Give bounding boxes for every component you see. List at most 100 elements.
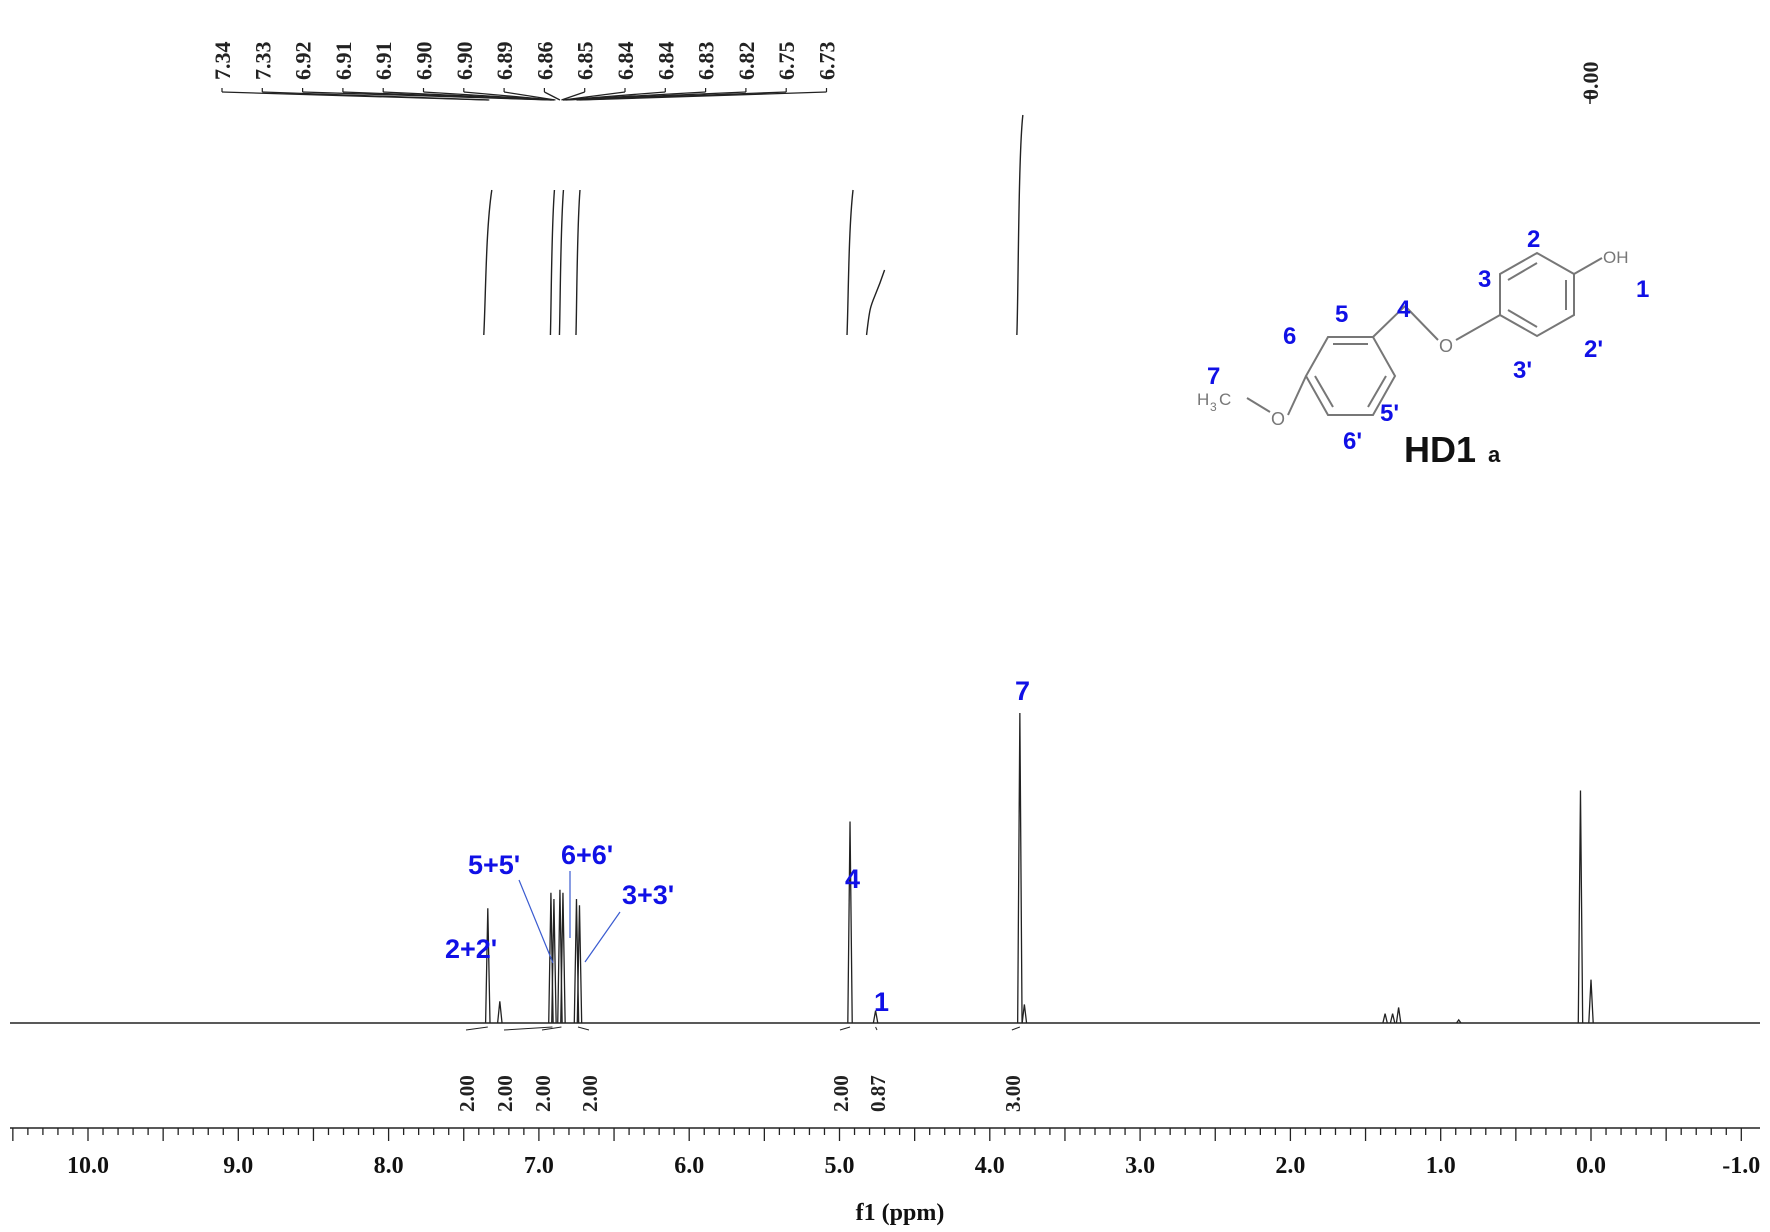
spectrum-peak [1021, 1004, 1028, 1024]
assignment-leader-line [518, 879, 554, 964]
methyl-label-c: C [1219, 390, 1231, 409]
spectrum-peak [1382, 1013, 1388, 1024]
spectrum-peak [847, 821, 853, 1024]
integral-curve [549, 189, 556, 336]
methyl-label-subscript: 3 [1210, 400, 1217, 414]
spectrum-peak [1456, 1018, 1462, 1024]
spectrum-peak [496, 1001, 503, 1024]
hydroxyl-label: OH [1603, 248, 1629, 267]
peak-label-connector [579, 91, 827, 101]
integral-curve [846, 189, 854, 336]
structure-number-6: 6 [1283, 323, 1296, 350]
integral-connector [465, 1026, 488, 1031]
peak-label: 7.34 [210, 42, 235, 81]
spectrum-peak [576, 905, 583, 1024]
spectrum-peak [1395, 1007, 1402, 1024]
spectrum-peak [872, 1010, 879, 1024]
assignment-label: 1 [874, 987, 889, 1017]
integral-value: 3.00 [1001, 1075, 1025, 1112]
x-tick-label: 7.0 [524, 1153, 554, 1179]
peak-label: 6.91 [331, 42, 356, 81]
integral-curve [558, 189, 565, 336]
ether-oxygen-label: O [1439, 336, 1453, 356]
integral-connector [503, 1026, 553, 1031]
assignment-label: 6+6' [561, 840, 613, 870]
peak-label: 6.90 [412, 42, 437, 81]
structure-number-3-prime: 3' [1513, 357, 1532, 384]
integral-connector [541, 1026, 562, 1031]
ether-bond-2 [1455, 314, 1501, 341]
assignment-leader-line [584, 911, 621, 963]
x-axis-label: f1 (ppm) [856, 1200, 945, 1226]
integral-value: 2.00 [578, 1075, 602, 1112]
assignment-label: 5+5' [468, 850, 520, 880]
peak-label: 6.83 [694, 42, 719, 81]
x-axis-ticks [12, 1128, 1742, 1141]
integral-curve [483, 189, 493, 336]
methyl-label-h: H [1197, 390, 1209, 409]
right-ring-inner-bond [1507, 309, 1538, 328]
integral-connector [875, 1026, 878, 1031]
x-tick-label: 6.0 [674, 1153, 704, 1179]
spectrum-peak [551, 898, 557, 1024]
peak-label: 6.82 [734, 42, 759, 81]
compound-name-subscript: a [1488, 442, 1501, 467]
methyl-bond [1246, 397, 1271, 413]
peak-label: 6.84 [613, 42, 638, 81]
spectrum-peak [560, 892, 566, 1024]
structure-number-7: 7 [1207, 363, 1220, 390]
spectrum-peak [1588, 979, 1594, 1024]
structure-number-1: 1 [1636, 276, 1649, 303]
x-axis-tick-labels: 10.0 9.0 8.0 7.0 6.0 5.0 4.0 3.0 2.0 1.0 0.0 -1.0 [67, 1153, 1760, 1179]
assignment-label: 3+3' [622, 880, 674, 910]
integral-value: 0.87 [866, 1075, 890, 1112]
spectrum-peak [1389, 1013, 1396, 1024]
x-tick-label: -1.0 [1722, 1153, 1760, 1179]
integral-curve [865, 269, 886, 336]
x-tick-label: 0.0 [1576, 1153, 1606, 1179]
peak-label: 6.86 [532, 42, 557, 81]
x-tick-label: 1.0 [1426, 1153, 1456, 1179]
peak-label: 6.92 [291, 42, 316, 81]
spectrum-peak [1577, 790, 1584, 1024]
integral-value: 2.00 [829, 1075, 853, 1112]
peak-assignments: 2+2' 5+5' 6+6' 3+3' 4 1 7 [445, 676, 1030, 1017]
integral-connector [577, 1026, 590, 1031]
peak-label-connector [561, 91, 585, 101]
benzyl-bond [1372, 305, 1406, 338]
methoxy-bond [1287, 375, 1307, 416]
spectrum-peak [484, 908, 491, 1024]
x-tick-label: 8.0 [374, 1153, 404, 1179]
assignment-label: 7 [1015, 676, 1030, 706]
structure-number-2-prime: 2' [1584, 336, 1603, 363]
x-tick-label: 3.0 [1125, 1153, 1155, 1179]
integral-curve [1016, 114, 1024, 336]
x-tick-label: 10.0 [67, 1153, 109, 1179]
peak-label: 6.75 [774, 42, 799, 81]
integral-value: 2.00 [531, 1075, 555, 1112]
assignment-label: 2+2' [445, 934, 497, 964]
integral-connector [1011, 1026, 1021, 1031]
structure-number-6-prime: 6' [1343, 428, 1362, 455]
left-ring-inner-bond [1367, 375, 1387, 408]
structure-number-3: 3 [1478, 266, 1491, 293]
peak-label-connector [544, 91, 561, 101]
peak-label-connector [463, 91, 554, 101]
peak-label-connector [262, 91, 490, 101]
peak-label: 6.84 [653, 42, 678, 81]
ether-bond-1 [1404, 305, 1439, 341]
integral-connector [839, 1026, 851, 1031]
peak-label: 6.85 [573, 42, 598, 81]
peak-label: 7.33 [250, 42, 275, 81]
left-ring-inner-bond [1314, 375, 1334, 408]
x-tick-label: 4.0 [975, 1153, 1005, 1179]
peak-label-list: 7.34 7.33 6.92 6.91 6.91 6.90 6.90 6.89 6.86 6.85… [210, 42, 840, 101]
spectrum-peak [1017, 712, 1023, 1024]
peak-label: 6.91 [371, 42, 396, 81]
structure-number-4: 4 [1397, 296, 1411, 323]
peak-label: 6.90 [452, 42, 477, 81]
x-tick-label: 5.0 [825, 1153, 855, 1179]
structure-number-5: 5 [1335, 301, 1348, 328]
peak-label-connector [503, 91, 556, 101]
